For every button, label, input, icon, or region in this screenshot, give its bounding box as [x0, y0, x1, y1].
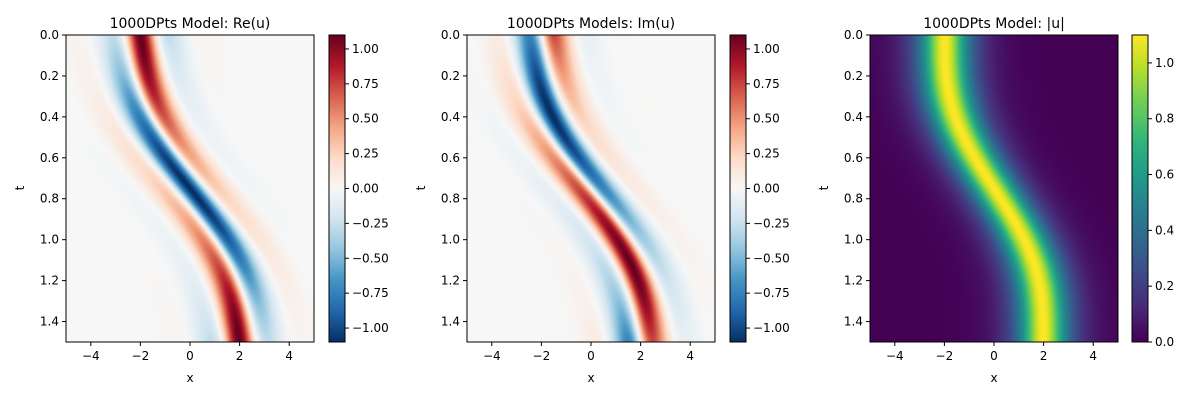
x-tick-label: −4	[483, 349, 501, 363]
colorbar-tick-label: 1.00	[352, 42, 379, 56]
colorbar-tick-label: 0.50	[753, 112, 780, 126]
colorbar-tick-label: −0.25	[753, 216, 790, 230]
colorbar-tick-label: −1.00	[352, 321, 389, 335]
y-tick-label: 1.0	[40, 233, 59, 247]
colorbar-tick-label: −0.50	[352, 251, 389, 265]
x-tick-label: −2	[132, 349, 150, 363]
y-tick-label: 0.6	[40, 151, 59, 165]
colorbar-tick-label: −1.00	[753, 321, 790, 335]
y-tick-label: 1.2	[40, 274, 59, 288]
y-tick-label: 0.0	[441, 28, 460, 42]
x-tick-label: −4	[886, 349, 904, 363]
heatmap-re	[66, 35, 314, 342]
y-tick-label: 0.4	[441, 110, 460, 124]
colorbar-tick-label: 0.2	[1155, 279, 1174, 293]
colorbar-tick-label: −0.75	[753, 286, 790, 300]
colorbar-tick-label: −0.75	[352, 286, 389, 300]
x-tick-label: 4	[1089, 349, 1097, 363]
title-re: 1000DPts Model: Re(u)	[110, 16, 271, 32]
y-tick-label: 0.2	[441, 69, 460, 83]
colorbar-tick-label: 0.6	[1155, 168, 1174, 182]
colorbar-tick-label: 0.00	[753, 182, 780, 196]
y-tick-label: 0.8	[441, 192, 460, 206]
y-tick-label: 1.2	[844, 274, 863, 288]
x-tick-label: 0	[587, 349, 595, 363]
panel-re: 1000DPts Model: Re(u) −4 −2 0 2 4 0.00.20.40…	[13, 16, 389, 385]
ylabel-re: t	[13, 185, 27, 190]
colorbar-tick-label: 0.25	[753, 147, 780, 161]
colorbar-tick-label: 0.25	[352, 147, 379, 161]
colorbar-re	[329, 35, 345, 342]
panel-abs: 1000DPts Model: |u| −4 −2 0 2 4 0.0 0.2 0.4 0.6…	[817, 16, 1174, 385]
colorbar-ticks-re: −1.00 −0.75 −0.50 −0.25 0.00 0.25 0.50 0.75 1.00	[345, 42, 389, 335]
colorbar-frame-abs	[1131, 34, 1149, 343]
x-tick-label: −2	[936, 349, 954, 363]
colorbar-ticks-abs: 0.0 0.2 0.4 0.6 0.8 1.0	[1148, 56, 1174, 349]
x-tick-label: 0	[990, 349, 998, 363]
x-axis-abs: −4 −2 0 2 4	[886, 342, 1097, 363]
y-tick-label: 1.2	[441, 274, 460, 288]
x-tick-label: −2	[533, 349, 551, 363]
y-tick-label: 1.4	[844, 315, 863, 329]
y-tick-label: 0.6	[844, 151, 863, 165]
y-axis-abs: 0.0 0.2 0.4 0.6 0.8 1.0 1.2 1.4	[844, 28, 870, 329]
colorbar-tick-label: 1.0	[1155, 56, 1174, 70]
colorbar-tick-label: 0.75	[352, 77, 379, 91]
y-tick-label: 0.0	[844, 28, 863, 42]
title-im: 1000DPts Models: Im(u)	[507, 16, 675, 32]
colorbar-ticks-im: −1.00 −0.75 −0.50 −0.25 0.00 0.25 0.50 0.75 1.00	[746, 42, 790, 335]
y-tick-label: 1.4	[40, 315, 59, 329]
x-axis-re: −4 −2 0 2 4	[82, 342, 293, 363]
colorbar-tick-label: 0.50	[352, 112, 379, 126]
xlabel-re: x	[186, 371, 193, 385]
y-tick-label: 1.4	[441, 315, 460, 329]
x-tick-label: 4	[285, 349, 293, 363]
xlabel-abs: x	[990, 371, 997, 385]
colorbar-tick-label: 0.0	[1155, 335, 1174, 349]
y-tick-label: 0.2	[844, 69, 863, 83]
x-tick-label: 2	[637, 349, 645, 363]
y-tick-label: 0.0	[40, 28, 59, 42]
colorbar-tick-label: 0.4	[1155, 223, 1174, 237]
y-tick-label: 0.8	[40, 192, 59, 206]
colorbar-tick-label: 0.75	[753, 77, 780, 91]
y-tick-label: 1.0	[441, 233, 460, 247]
ylabel-im: t	[414, 185, 428, 190]
y-tick-label: 0.4	[40, 110, 59, 124]
heatmap-abs	[870, 35, 1118, 342]
y-axis-re: 0.0 0.2 0.4 0.6 0.8 1.0 1.2 1.4	[40, 28, 66, 329]
heatmap-im	[467, 35, 715, 342]
colorbar-tick-label: 1.00	[753, 42, 780, 56]
x-tick-label: 2	[1040, 349, 1048, 363]
y-tick-label: 0.8	[844, 192, 863, 206]
title-abs: 1000DPts Model: |u|	[923, 16, 1065, 32]
y-tick-label: 0.6	[441, 151, 460, 165]
x-tick-label: 4	[686, 349, 694, 363]
colorbar-abs	[1132, 35, 1148, 342]
panel-im: 1000DPts Models: Im(u) −4 −2 0 2 4 0.0 0.2 0.4…	[414, 16, 790, 385]
ylabel-abs: t	[817, 185, 831, 190]
colorbar-tick-label: −0.50	[753, 251, 790, 265]
y-axis-im: 0.0 0.2 0.4 0.6 0.8 1.0 1.2 1.4	[441, 28, 467, 329]
x-tick-label: −4	[82, 349, 100, 363]
colorbar-im	[730, 35, 746, 342]
y-tick-label: 1.0	[844, 233, 863, 247]
y-tick-label: 0.4	[844, 110, 863, 124]
y-tick-label: 0.2	[40, 69, 59, 83]
x-tick-label: 2	[236, 349, 244, 363]
x-tick-label: 0	[186, 349, 194, 363]
xlabel-im: x	[587, 371, 594, 385]
colorbar-tick-label: −0.25	[352, 216, 389, 230]
colorbar-tick-label: 0.8	[1155, 112, 1174, 126]
colorbar-tick-label: 0.00	[352, 182, 379, 196]
x-axis-im: −4 −2 0 2 4	[483, 342, 694, 363]
